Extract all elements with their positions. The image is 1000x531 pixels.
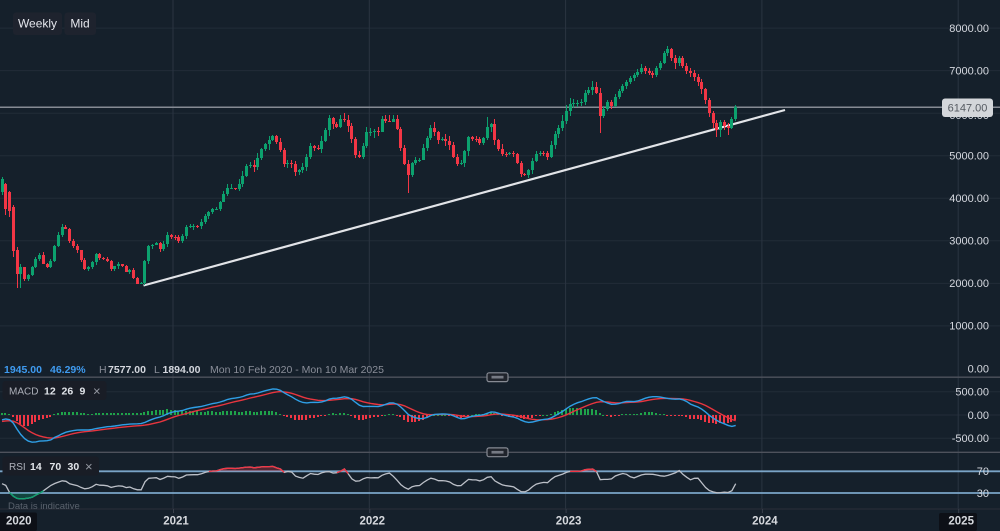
svg-text:46.29%: 46.29% — [50, 364, 86, 376]
svg-text:4000.00: 4000.00 — [949, 193, 989, 205]
svg-text:2023: 2023 — [556, 516, 582, 528]
svg-text:30: 30 — [68, 461, 80, 473]
svg-text:30: 30 — [977, 488, 989, 500]
svg-text:-500.00: -500.00 — [952, 433, 989, 445]
svg-text:8000.00: 8000.00 — [949, 23, 989, 35]
svg-text:2025: 2025 — [948, 516, 974, 528]
svg-text:1000.00: 1000.00 — [949, 321, 989, 333]
svg-text:7577.00: 7577.00 — [108, 364, 146, 376]
svg-text:H: H — [99, 364, 107, 376]
svg-text:2021: 2021 — [163, 516, 189, 528]
svg-text:2020: 2020 — [6, 516, 32, 528]
svg-text:9: 9 — [80, 386, 86, 398]
svg-text:MACD: MACD — [9, 387, 38, 398]
svg-text:5000.00: 5000.00 — [949, 151, 989, 163]
svg-text:Mon 10 Feb 2020 - Mon 10 Mar 2: Mon 10 Feb 2020 - Mon 10 Mar 2025 — [210, 364, 384, 376]
svg-text:70: 70 — [50, 461, 62, 473]
svg-text:1945.00: 1945.00 — [4, 364, 42, 376]
svg-text:2022: 2022 — [360, 516, 386, 528]
svg-text:500.00: 500.00 — [955, 387, 989, 399]
svg-text:2024: 2024 — [752, 516, 778, 528]
svg-text:12: 12 — [44, 386, 56, 398]
svg-text:14: 14 — [30, 461, 42, 473]
svg-text:26: 26 — [62, 386, 74, 398]
svg-text:70: 70 — [977, 466, 989, 478]
svg-text:Data is indicative: Data is indicative — [8, 501, 80, 512]
svg-text:2000.00: 2000.00 — [949, 278, 989, 290]
svg-text:0.00: 0.00 — [968, 363, 989, 375]
svg-text:RSI: RSI — [9, 462, 26, 473]
svg-text:L: L — [154, 364, 160, 376]
svg-text:Weekly: Weekly — [18, 17, 57, 31]
svg-text:×: × — [85, 459, 93, 474]
svg-text:1894.00: 1894.00 — [163, 364, 201, 376]
svg-text:6147.00: 6147.00 — [948, 103, 988, 115]
svg-text:0.00: 0.00 — [968, 410, 989, 422]
svg-text:×: × — [93, 384, 101, 399]
svg-text:7000.00: 7000.00 — [949, 65, 989, 77]
svg-text:3000.00: 3000.00 — [949, 236, 989, 248]
svg-text:Mid: Mid — [70, 17, 89, 31]
